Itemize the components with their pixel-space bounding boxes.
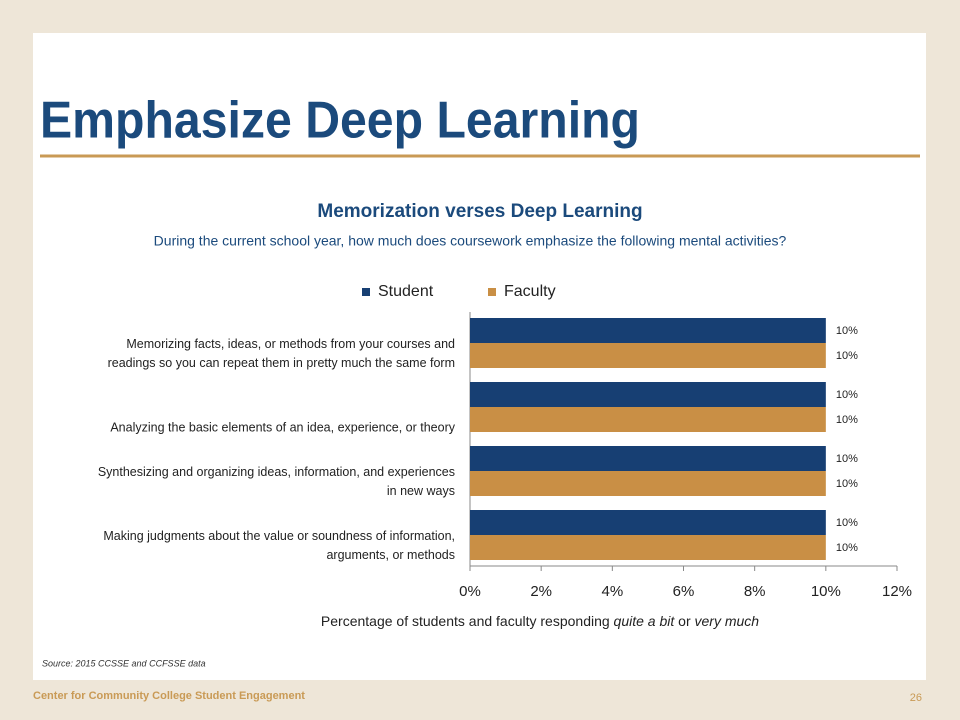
slide-title: Emphasize Deep Learning [40,92,640,150]
page-number: 26 [910,692,922,704]
y-tick-label: Memorizing facts, ideas, or methods from… [108,337,455,370]
source: Source: 2015 CCSSE and CCFSSE data [42,658,206,668]
chart-subtitle: During the current school year, how much… [154,233,787,249]
x-tick-label: 8% [744,583,766,600]
x-axis-label: Percentage of students and faculty respo… [321,613,759,629]
legend-swatch [362,288,370,296]
x-axis-label-part: Percentage of students and faculty respo… [321,613,614,629]
bar [470,446,826,471]
x-tick-label: 2% [530,583,552,600]
value-label: 10% [836,542,858,554]
bar [470,407,826,432]
legend-label: Faculty [504,283,556,300]
y-tick-label: Analyzing the basic elements of an idea,… [110,420,455,434]
x-tick-label: 0% [459,583,481,600]
footer: Center for Community College Student Eng… [33,690,305,702]
bar [470,535,826,560]
bar [470,510,826,535]
x-tick-label: 4% [601,583,623,600]
value-label: 10% [836,478,858,490]
x-tick-label: 12% [882,583,912,600]
value-label: 10% [836,325,858,337]
bar [470,382,826,407]
value-label: 10% [836,517,858,529]
x-tick-label: 6% [673,583,695,600]
chart-title: Memorization verses Deep Learning [317,201,642,222]
x-axis-label-part: very much [695,613,760,629]
x-axis-label-part: or [674,613,694,629]
bar [470,343,826,368]
x-axis-label-part: quite a bit [614,613,676,629]
y-tick-label: Making judgments about the value or soun… [103,529,455,562]
x-tick-label: 10% [811,583,841,600]
bar [470,471,826,496]
value-label: 10% [836,414,858,426]
value-label: 10% [836,389,858,401]
value-label: 10% [836,350,858,362]
y-tick-label: Synthesizing and organizing ideas, infor… [98,465,455,498]
legend-swatch [488,288,496,296]
legend-label: Student [378,283,434,300]
value-label: 10% [836,453,858,465]
bar [470,318,826,343]
